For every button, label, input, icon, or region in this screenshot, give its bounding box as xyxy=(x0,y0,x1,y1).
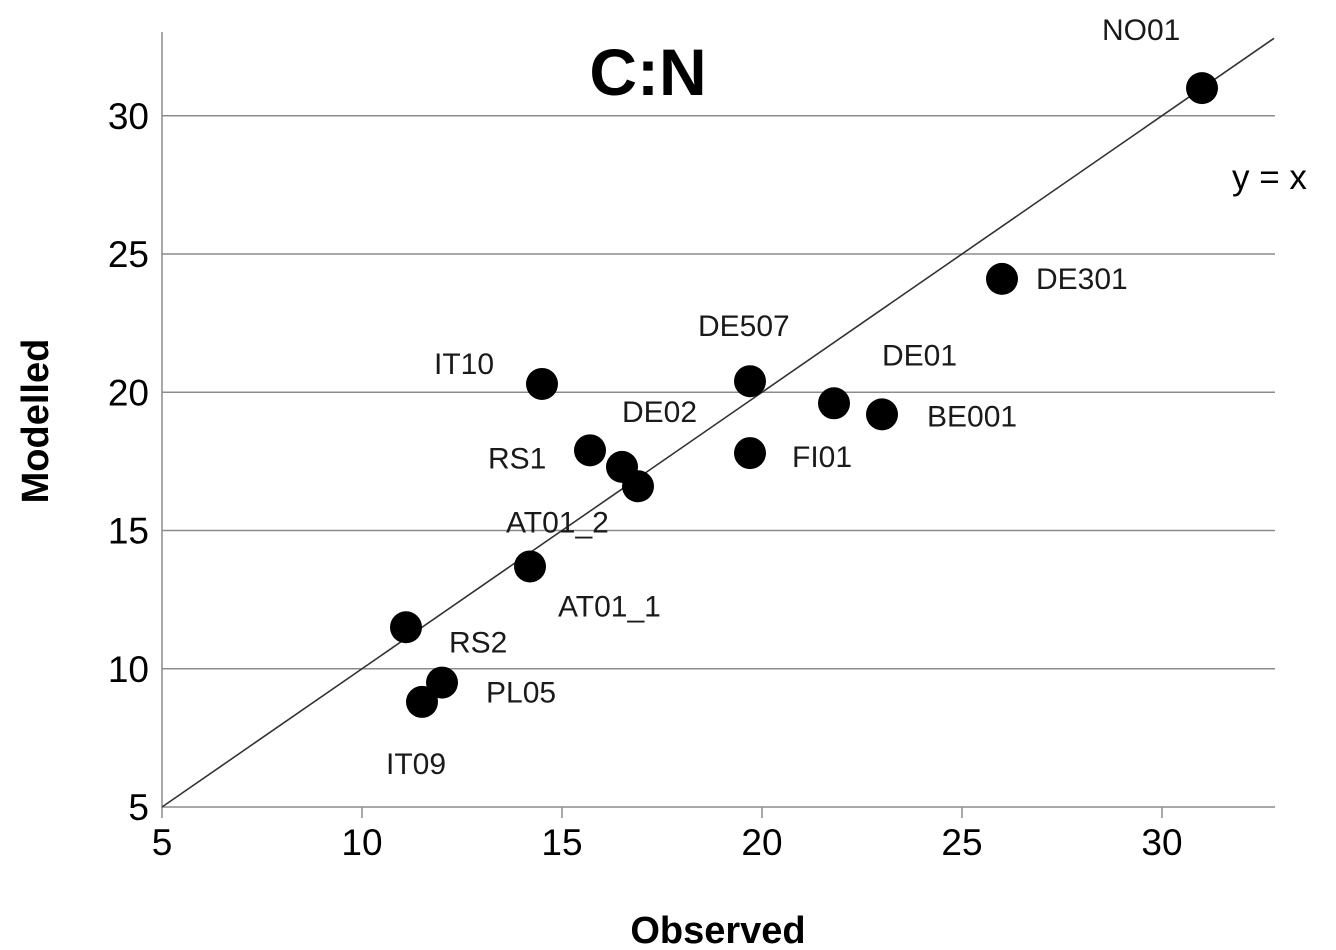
data-point xyxy=(390,611,422,644)
chart-title: C:N xyxy=(589,35,706,109)
data-point xyxy=(734,437,766,470)
point-labels: NO01 DE301 DE507 IT10 DE01 BE001 RS1 FI01 DE02 AT… xyxy=(386,14,1180,781)
point-label: DE301 xyxy=(1036,263,1128,296)
reference-line-label: y = x xyxy=(1232,158,1307,197)
point-label: NO01 xyxy=(1102,14,1180,47)
grid-lines xyxy=(162,115,1275,670)
data-point xyxy=(818,387,850,420)
point-label: RS1 xyxy=(488,442,546,475)
point-label: DE507 xyxy=(698,310,790,343)
point-label: AT01_2 xyxy=(506,506,609,539)
data-point xyxy=(734,365,766,398)
reference-line-group xyxy=(161,37,1275,808)
data-point xyxy=(426,666,458,699)
y-tick-label: 20 xyxy=(108,372,149,413)
data-point xyxy=(1186,72,1218,105)
x-tick-label: 5 xyxy=(152,822,173,863)
y-tick-label: 10 xyxy=(108,649,149,690)
point-label: FI01 xyxy=(792,441,852,474)
data-points xyxy=(390,72,1218,718)
x-tick-label: 10 xyxy=(341,822,382,863)
data-point xyxy=(986,262,1018,295)
y-tick-label: 30 xyxy=(108,96,149,137)
axes: 5 10 15 20 25 30 5 10 15 20 25 30 xyxy=(108,32,1275,863)
x-tick-label: 30 xyxy=(1141,822,1182,863)
point-label: PL05 xyxy=(486,677,556,710)
y-tick-label: 15 xyxy=(108,511,149,552)
y-axis-title: Modelled xyxy=(15,339,57,504)
y-tick-label: 5 xyxy=(128,787,149,828)
data-point xyxy=(526,367,558,400)
data-point xyxy=(406,685,438,718)
point-label: AT01_1 xyxy=(558,590,661,623)
reference-line xyxy=(161,37,1275,808)
data-point xyxy=(622,470,654,503)
y-tick-label: 25 xyxy=(108,234,149,275)
point-label: DE01 xyxy=(882,339,957,372)
point-label: BE001 xyxy=(927,400,1017,433)
data-point xyxy=(574,434,606,467)
x-axis-title: Observed xyxy=(630,910,805,950)
x-tick-label: 20 xyxy=(741,822,782,863)
x-tick-label: 15 xyxy=(541,822,582,863)
point-label: IT09 xyxy=(386,748,446,781)
x-tick-label: 25 xyxy=(941,822,982,863)
data-point xyxy=(866,398,898,431)
point-label: RS2 xyxy=(449,626,507,659)
point-label: IT10 xyxy=(434,348,494,381)
data-point xyxy=(514,550,546,583)
point-label: DE02 xyxy=(622,396,697,429)
